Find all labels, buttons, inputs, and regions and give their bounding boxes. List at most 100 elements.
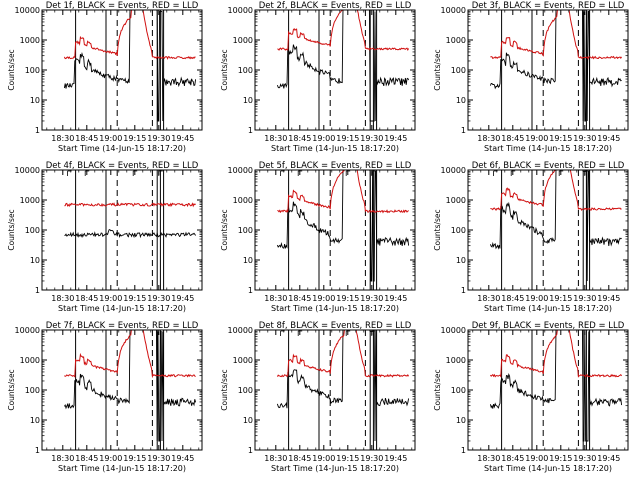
y-tick-label: 100	[238, 66, 253, 75]
y-tick-label: 1000	[233, 196, 253, 205]
x-tick-label: 19:30	[147, 294, 170, 303]
y-tick-label: 10000	[441, 166, 466, 175]
x-tick-label: 19:00	[312, 134, 335, 143]
x-tick-label: 19:00	[312, 454, 335, 463]
panel-title: Det 9f, BLACK = Events, RED = LLD	[472, 321, 625, 331]
x-axis-label: Start Time (14-Jun-15 18:17:20)	[271, 304, 399, 313]
y-tick-label: 1	[461, 126, 466, 135]
x-tick-label: 18:30	[51, 134, 74, 143]
series-group	[276, 330, 410, 442]
lld-series-line	[64, 202, 196, 208]
x-tick-label: 18:45	[75, 454, 98, 463]
y-tick-label: 1	[461, 286, 466, 295]
events-series-line	[489, 330, 623, 442]
x-axis-label: Start Time (14-Jun-15 18:17:20)	[58, 304, 186, 313]
series-group	[64, 330, 197, 442]
x-tick-label: 19:15	[336, 134, 359, 143]
y-tick-label: 10	[243, 416, 253, 425]
y-tick-label: 1000	[446, 196, 466, 205]
y-tick-label: 10000	[441, 326, 466, 335]
panel-title: Det 6f, BLACK = Events, RED = LLD	[472, 161, 625, 171]
y-tick-label: 1	[248, 446, 253, 455]
events-series-line	[276, 170, 410, 282]
x-tick-label: 18:30	[477, 454, 500, 463]
x-tick-label: 18:30	[264, 294, 287, 303]
x-axis-label: Start Time (14-Jun-15 18:17:20)	[58, 144, 186, 153]
x-axis-label: Start Time (14-Jun-15 18:17:20)	[271, 144, 399, 153]
y-tick-label: 100	[25, 226, 40, 235]
x-tick-label: 18:30	[264, 454, 287, 463]
y-tick-label: 1	[35, 446, 40, 455]
x-tick-label: 19:30	[573, 134, 596, 143]
y-axis-label: Counts/sec	[220, 369, 229, 410]
lld-series-line	[490, 170, 622, 212]
panel-title: Det 2f, BLACK = Events, RED = LLD	[259, 1, 412, 11]
y-tick-label: 10000	[15, 6, 40, 15]
time-markers	[288, 330, 378, 450]
x-tick-label: 18:45	[288, 454, 311, 463]
panel-title: Det 8f, BLACK = Events, RED = LLD	[259, 321, 412, 331]
y-tick-label: 1	[461, 446, 466, 455]
panel-det-5: Det 5f, BLACK = Events, RED = LLD 1 10 100 1…	[220, 161, 416, 313]
y-tick-label: 100	[238, 226, 253, 235]
time-markers	[288, 170, 378, 290]
time-markers	[75, 330, 165, 450]
time-markers	[501, 10, 591, 130]
y-tick-label: 1	[35, 286, 40, 295]
y-tick-label: 1	[248, 126, 253, 135]
y-tick-label: 10	[456, 96, 466, 105]
lld-series-line	[277, 170, 409, 214]
panel-title: Det 1f, BLACK = Events, RED = LLD	[46, 1, 199, 11]
y-tick-label: 10000	[228, 6, 253, 15]
y-tick-label: 1000	[446, 36, 466, 45]
x-tick-label: 18:30	[477, 294, 500, 303]
x-tick-label: 18:30	[264, 134, 287, 143]
panel-det-7: Det 7f, BLACK = Events, RED = LLD 1 10 100 1…	[7, 321, 203, 473]
x-tick-label: 19:00	[525, 134, 548, 143]
x-tick-label: 18:45	[501, 454, 524, 463]
series-group	[276, 10, 410, 122]
top-marks	[280, 330, 376, 336]
x-tick-label: 18:45	[288, 294, 311, 303]
y-tick-label: 100	[451, 66, 466, 75]
y-tick-label: 10	[456, 256, 466, 265]
series-group	[489, 330, 623, 442]
y-axis-label: Counts/sec	[433, 369, 442, 410]
top-marks	[67, 170, 163, 176]
y-tick-label: 100	[451, 226, 466, 235]
series-group	[276, 170, 410, 282]
y-tick-label: 10000	[228, 326, 253, 335]
time-markers	[501, 330, 591, 450]
panel-det-4: Det 4f, BLACK = Events, RED = LLD 1 10 100 1…	[7, 161, 203, 313]
plot-frame	[467, 9, 629, 131]
x-tick-label: 19:00	[99, 454, 122, 463]
y-tick-label: 100	[25, 386, 40, 395]
x-tick-label: 18:45	[75, 134, 98, 143]
x-tick-label: 19:45	[384, 134, 407, 143]
panel-det-6: Det 6f, BLACK = Events, RED = LLD 1 10 100 1…	[433, 161, 629, 313]
x-tick-label: 19:45	[171, 134, 194, 143]
x-tick-label: 19:45	[171, 294, 194, 303]
series-group	[63, 10, 197, 122]
x-axis-label: Start Time (14-Jun-15 18:17:20)	[271, 464, 399, 473]
y-tick-label: 10	[30, 96, 40, 105]
y-axis-label: Counts/sec	[7, 209, 16, 250]
y-tick-label: 1000	[233, 356, 253, 365]
y-tick-label: 1000	[233, 36, 253, 45]
y-tick-label: 1	[248, 286, 253, 295]
x-tick-label: 19:30	[147, 134, 170, 143]
y-tick-label: 10000	[15, 326, 40, 335]
time-markers	[288, 10, 378, 130]
events-series-line	[63, 10, 197, 122]
y-axis-label: Counts/sec	[433, 209, 442, 250]
plot-frame	[41, 169, 203, 291]
x-tick-label: 19:00	[99, 294, 122, 303]
x-tick-label: 19:30	[147, 454, 170, 463]
y-axis-label: Counts/sec	[7, 49, 16, 90]
y-axis-label: Counts/sec	[220, 209, 229, 250]
x-tick-label: 19:45	[384, 294, 407, 303]
x-tick-label: 19:15	[123, 454, 146, 463]
panel-det-8: Det 8f, BLACK = Events, RED = LLD 1 10 100 1…	[220, 321, 416, 473]
events-series-line	[489, 10, 622, 122]
x-tick-label: 19:30	[360, 134, 383, 143]
